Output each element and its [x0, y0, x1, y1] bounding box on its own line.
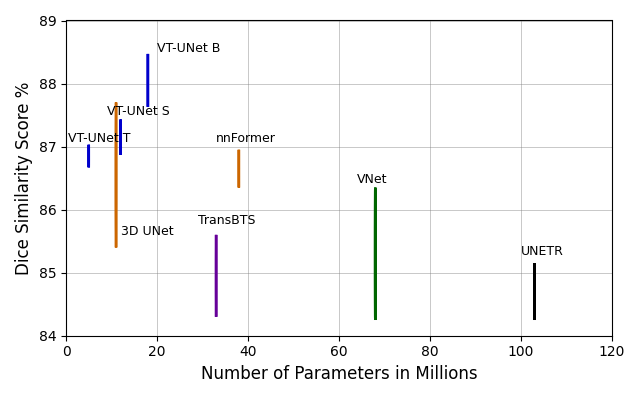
Text: nnFormer: nnFormer [216, 132, 276, 145]
Text: TransBTS: TransBTS [198, 214, 255, 227]
X-axis label: Number of Parameters in Millions: Number of Parameters in Millions [200, 365, 477, 383]
Text: VT-UNet T: VT-UNet T [68, 132, 131, 145]
Y-axis label: Dice Similarity Score %: Dice Similarity Score % [15, 82, 33, 275]
Text: VNet: VNet [357, 173, 388, 186]
Text: VT-UNet S: VT-UNet S [107, 105, 170, 118]
Text: VT-UNet B: VT-UNet B [157, 42, 220, 55]
Text: 3D UNet: 3D UNet [120, 225, 173, 238]
Text: UNETR: UNETR [521, 245, 564, 258]
